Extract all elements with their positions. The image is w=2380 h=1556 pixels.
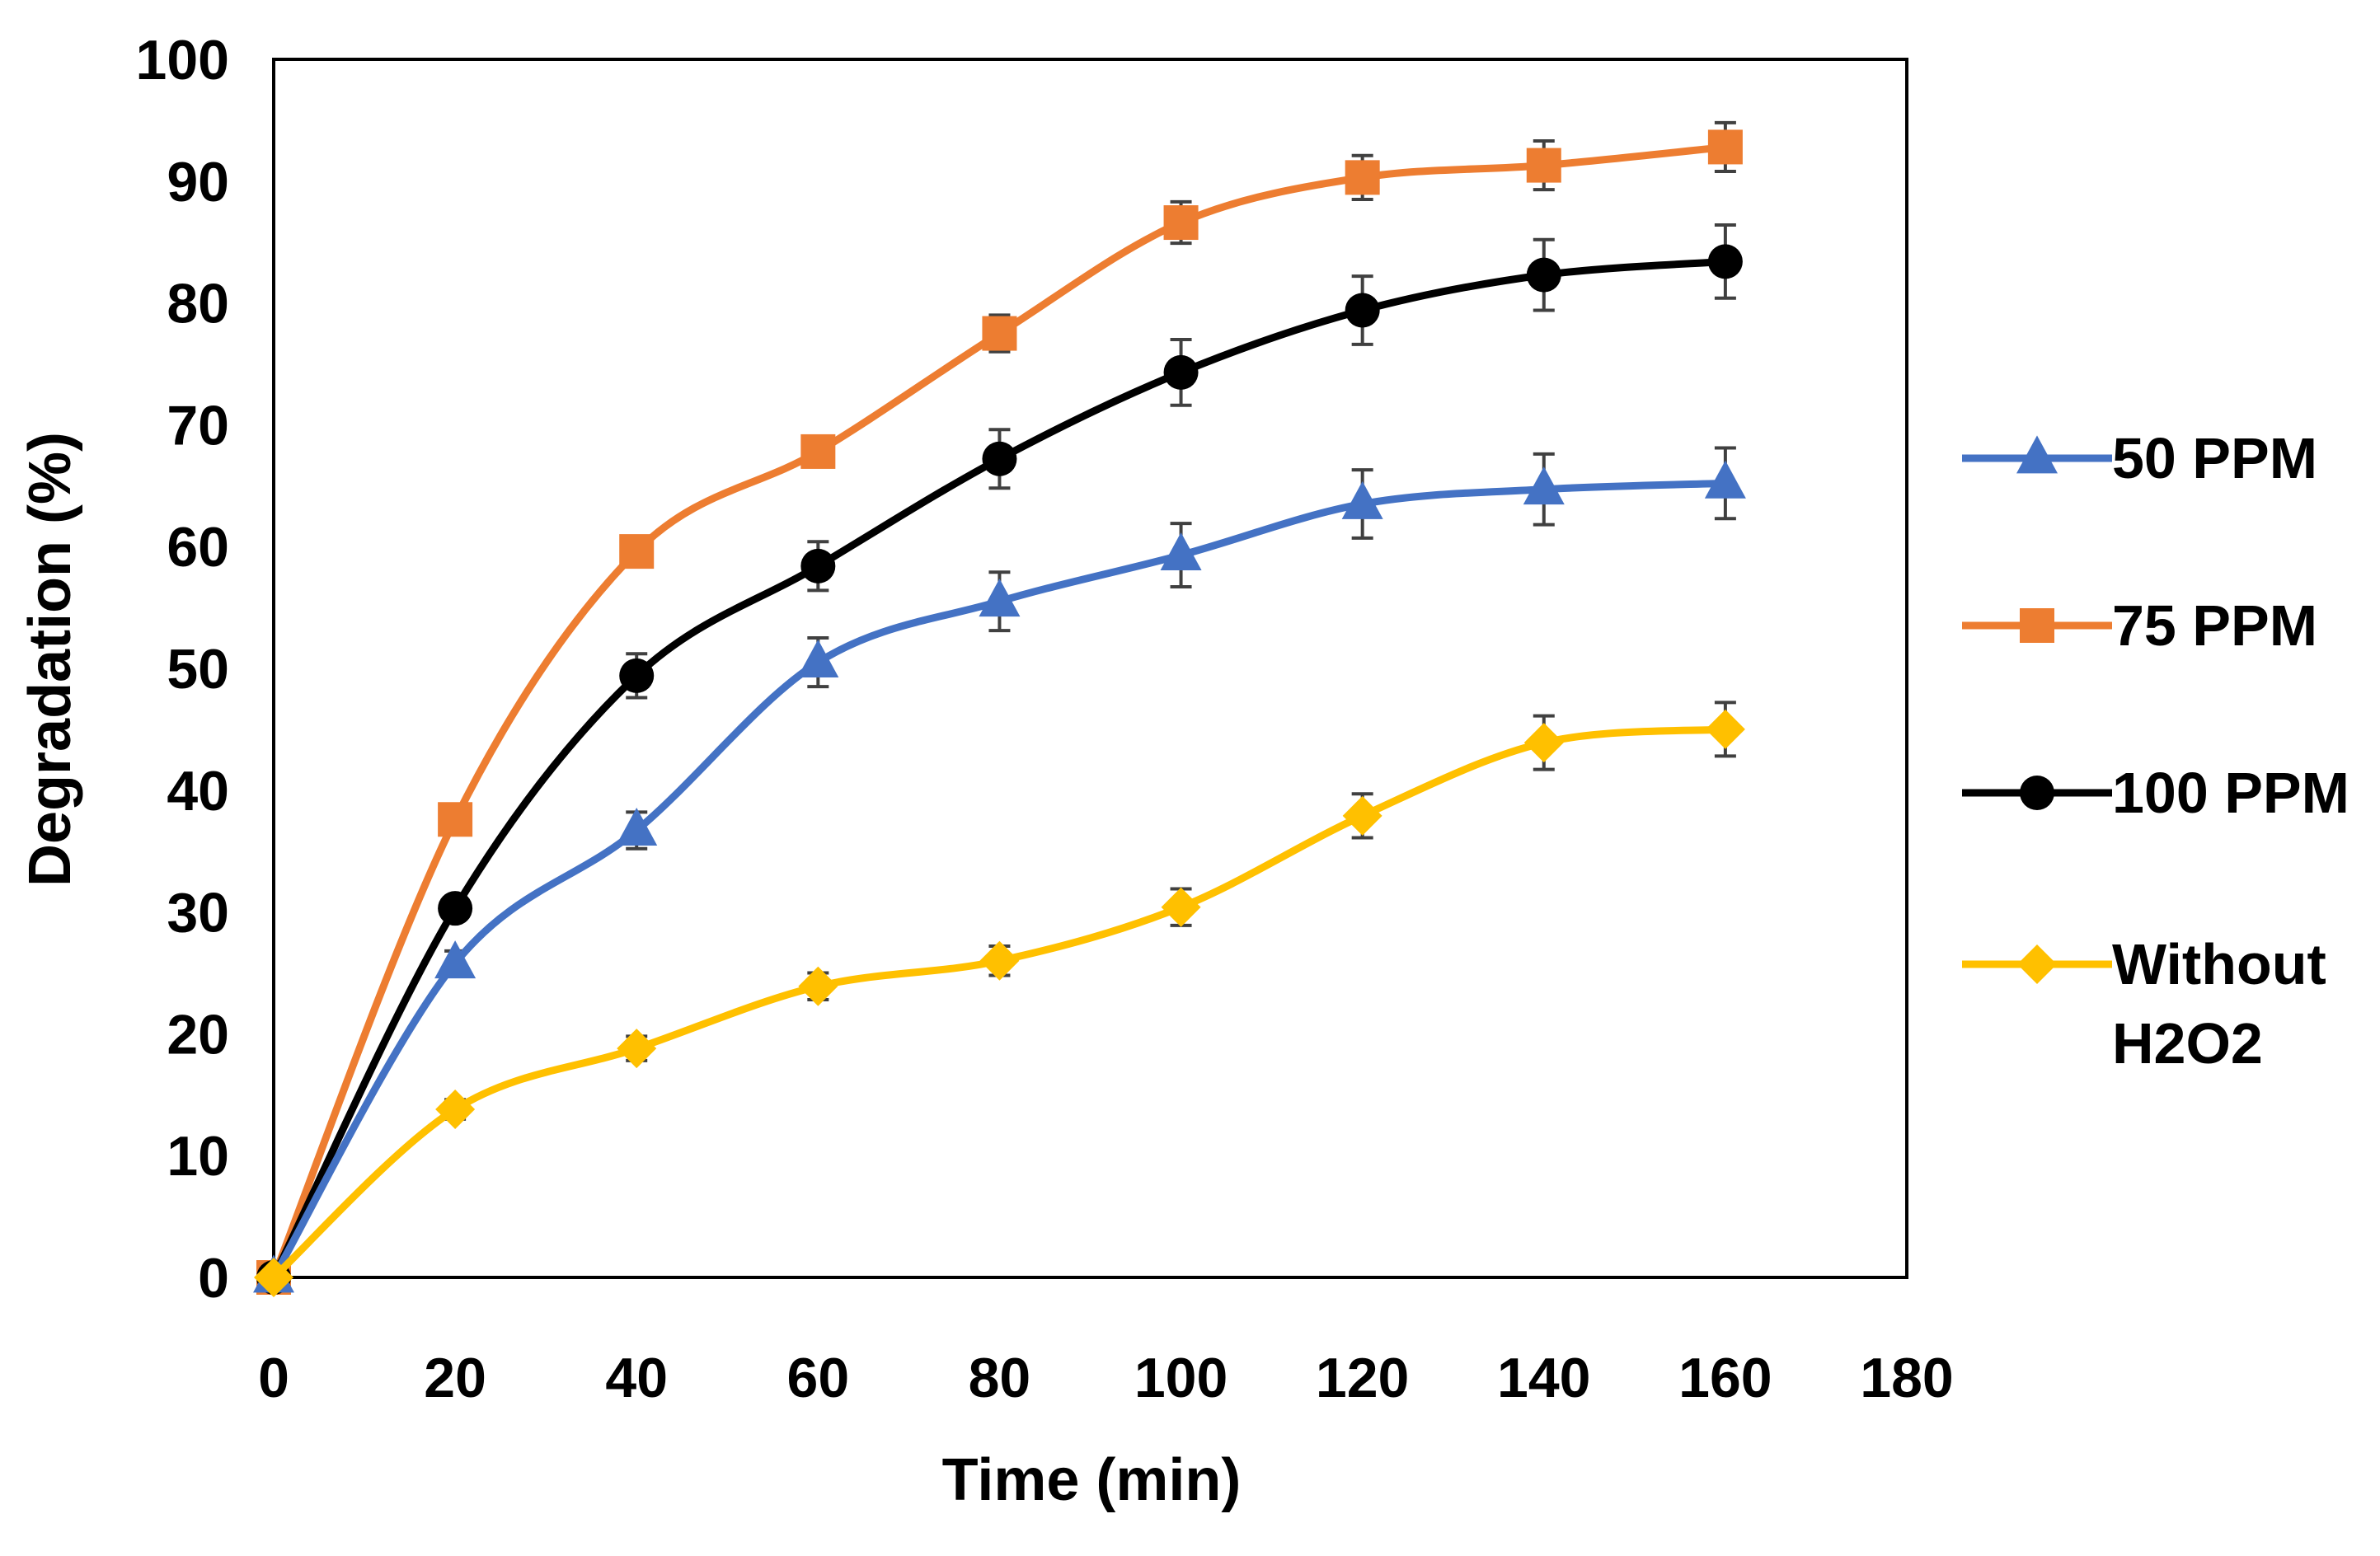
legend-label: Without H2O2 (2112, 932, 2326, 1076)
legend-label: 50 PPM (2112, 426, 2317, 490)
legend-label: 75 PPM (2112, 593, 2317, 658)
legend: 50 PPM 75 PPM 100 PPM Without H2O2 (1962, 426, 2349, 1076)
legend-item: 50 PPM (1962, 426, 2317, 490)
legend-item: 100 PPM (1962, 761, 2349, 825)
data-point (800, 548, 836, 584)
data-point (1345, 293, 1380, 328)
y-tick-label: 60 (167, 516, 229, 579)
y-axis-title: Degradation (%) (17, 432, 83, 887)
legend-swatch-marker (2020, 776, 2054, 810)
data-point (1342, 795, 1382, 836)
data-point (1707, 129, 1743, 165)
data-point (1523, 723, 1564, 763)
y-tick-label: 100 (136, 29, 229, 91)
x-tick-label: 40 (605, 1347, 668, 1409)
data-point (1163, 354, 1199, 390)
y-tick-label: 20 (167, 1003, 229, 1066)
data-point (1707, 244, 1743, 279)
data-point (435, 1090, 476, 1130)
data-point (1523, 466, 1565, 505)
data-point (798, 966, 838, 1006)
data-point (438, 891, 473, 926)
data-point (1161, 887, 1201, 927)
data-point (1526, 148, 1561, 183)
x-tick-label: 80 (969, 1347, 1031, 1409)
data-point (982, 441, 1017, 476)
legend-swatch-marker (2016, 435, 2058, 474)
data-point (979, 940, 1020, 981)
data-point (1705, 709, 1745, 749)
series-50-ppm (253, 446, 1746, 1293)
data-point (1526, 257, 1561, 293)
x-tick-label: 160 (1678, 1347, 1772, 1409)
data-point (254, 1258, 293, 1297)
legend-swatch-marker (2020, 608, 2054, 643)
x-tick-label: 60 (787, 1347, 850, 1409)
data-point (619, 534, 655, 569)
y-tick-label: 40 (167, 760, 229, 823)
legend-swatch-marker (2017, 944, 2057, 984)
data-point (1163, 205, 1199, 241)
data-point (979, 579, 1021, 617)
data-point (800, 434, 836, 469)
data-point (797, 640, 839, 678)
data-point (617, 1029, 657, 1069)
legend-item: 75 PPM (1962, 593, 2317, 658)
x-tick-label: 0 (258, 1347, 289, 1409)
legend-label-line: Without (2112, 932, 2326, 996)
y-tick-label: 80 (167, 273, 229, 335)
data-point (982, 316, 1017, 351)
y-tick-label: 30 (167, 882, 229, 944)
plot-frame (272, 58, 1908, 1279)
data-point (438, 802, 473, 837)
legend-item: Without H2O2 (1962, 932, 2326, 1076)
x-tick-label: 100 (1134, 1347, 1228, 1409)
data-point (1345, 160, 1380, 195)
legend-label: 100 PPM (2112, 761, 2349, 825)
data-point (619, 658, 655, 693)
series-without-h2o2 (254, 701, 1745, 1297)
data-point (616, 807, 658, 846)
data-point (434, 940, 476, 979)
y-tick-label: 0 (198, 1247, 229, 1310)
data-point (1341, 480, 1383, 519)
y-tick-label: 90 (167, 151, 229, 213)
x-tick-label: 180 (1860, 1347, 1953, 1409)
data-point (1704, 460, 1746, 499)
x-tick-label: 140 (1497, 1347, 1590, 1409)
x-axis-title: Time (min) (942, 1447, 1242, 1513)
x-tick-label: 120 (1316, 1347, 1409, 1409)
y-tick-label: 10 (167, 1125, 229, 1188)
x-tick-label: 20 (424, 1347, 486, 1409)
y-tick-label: 70 (167, 394, 229, 457)
plot-area: 0 20 40 60 80 100 120 140 160 180 0 10 20 30 40 50 60 70 8… (136, 29, 1954, 1409)
data-point (1160, 532, 1202, 570)
legend-label-line: H2O2 (2112, 1011, 2263, 1076)
series-100-ppm (256, 223, 1743, 1295)
y-tick-label: 50 (167, 638, 229, 701)
